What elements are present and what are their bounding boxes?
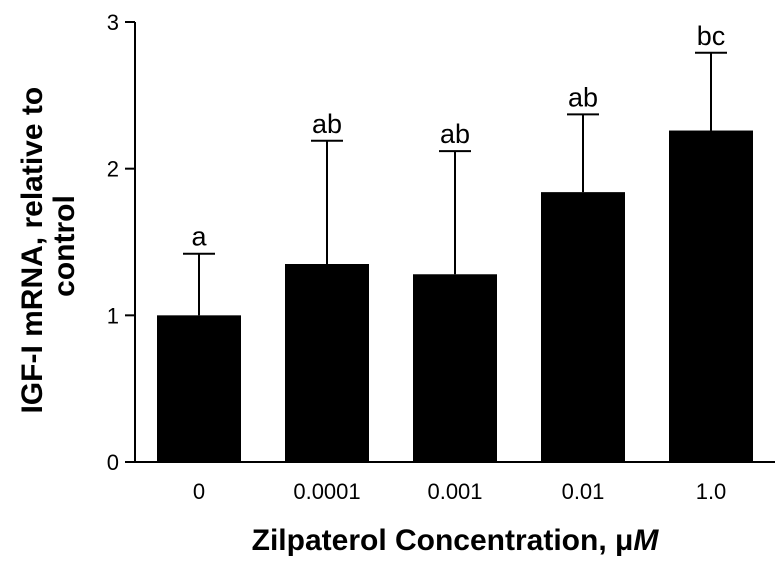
y-axis-title-line-1: IGF-I mRNA, relative to bbox=[16, 87, 49, 414]
x-tick-label-0: 0 bbox=[193, 479, 205, 504]
bar-0.01 bbox=[541, 192, 625, 462]
significance-label-0.001: ab bbox=[440, 119, 470, 149]
x-tick-label-0.0001: 0.0001 bbox=[293, 479, 360, 504]
x-tick-labels: 0 0.0001 0.001 0.01 1.0 bbox=[193, 479, 726, 504]
y-axis bbox=[125, 21, 136, 463]
significance-label-0: a bbox=[191, 222, 207, 252]
y-axis-title: IGF-I mRNA, relative to control bbox=[16, 78, 81, 413]
error-bars bbox=[183, 51, 727, 316]
y-tick-label-0: 0 bbox=[107, 450, 119, 475]
x-axis-title-text: Zilpaterol Concentration, μ bbox=[252, 524, 634, 557]
significance-label-0.01: ab bbox=[568, 82, 598, 112]
y-tick-labels: 0 1 2 3 bbox=[107, 10, 119, 475]
y-tick-label-3: 3 bbox=[107, 10, 119, 35]
bar-0.001 bbox=[413, 274, 497, 462]
y-axis-title-line-2: control bbox=[48, 195, 81, 297]
significance-label-0.0001: ab bbox=[312, 109, 342, 139]
significance-label-1.0: bc bbox=[697, 21, 726, 51]
x-axis-title: Zilpaterol Concentration, μM bbox=[252, 524, 660, 557]
significance-labels: a ab ab ab bc bbox=[191, 21, 725, 252]
x-tick-label-1.0: 1.0 bbox=[696, 479, 727, 504]
bar-0.0001 bbox=[285, 264, 369, 462]
bar-0 bbox=[157, 315, 241, 462]
bar-1.0 bbox=[669, 130, 753, 463]
x-tick-label-0.01: 0.01 bbox=[562, 479, 605, 504]
y-tick-label-1: 1 bbox=[107, 303, 119, 328]
x-tick-label-0.001: 0.001 bbox=[427, 479, 482, 504]
y-tick-label-2: 2 bbox=[107, 157, 119, 182]
x-axis-title-unit: M bbox=[633, 524, 659, 557]
bars bbox=[157, 130, 753, 463]
